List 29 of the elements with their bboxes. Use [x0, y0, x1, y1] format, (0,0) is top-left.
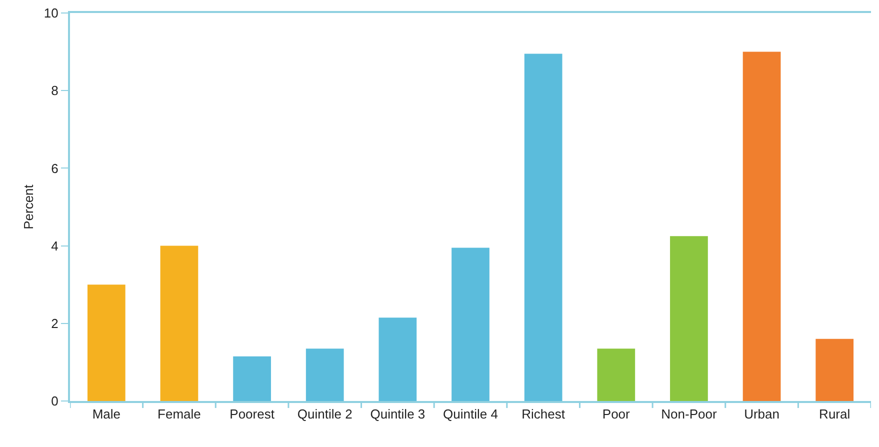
- bar: [816, 338, 854, 401]
- x-tick-label: Male: [92, 406, 121, 422]
- x-tick-label: Poorest: [230, 406, 275, 422]
- bar: [233, 356, 271, 401]
- y-tick-label: 8: [51, 83, 58, 98]
- y-tick-label: 2: [51, 316, 58, 331]
- y-tick-label: 4: [51, 238, 58, 254]
- x-tick-label: Rural: [819, 406, 850, 422]
- bar: [452, 248, 490, 401]
- bar: [87, 284, 126, 401]
- bar: [160, 246, 198, 401]
- bar: [306, 348, 344, 401]
- x-tick-label: Urban: [744, 406, 780, 422]
- x-tick-label: Quintile 2: [297, 406, 352, 422]
- y-tick-label: 6: [51, 160, 58, 176]
- y-tick-label: 0: [51, 394, 58, 409]
- y-axis-title: Percent: [21, 184, 36, 230]
- x-tick-label: Female: [158, 406, 201, 422]
- x-tick-label: Non-Poor: [661, 406, 718, 422]
- x-tick-label: Quintile 4: [443, 406, 498, 422]
- bar: [670, 236, 708, 401]
- x-tick-label: Poor: [602, 406, 631, 422]
- bar: [524, 54, 562, 401]
- bar: [597, 348, 636, 401]
- x-tick-label: Quintile 3: [370, 406, 426, 422]
- x-tick-label: Richest: [522, 406, 566, 422]
- bar: [742, 52, 781, 401]
- y-tick-label: 10: [44, 6, 58, 21]
- bar: [378, 318, 417, 401]
